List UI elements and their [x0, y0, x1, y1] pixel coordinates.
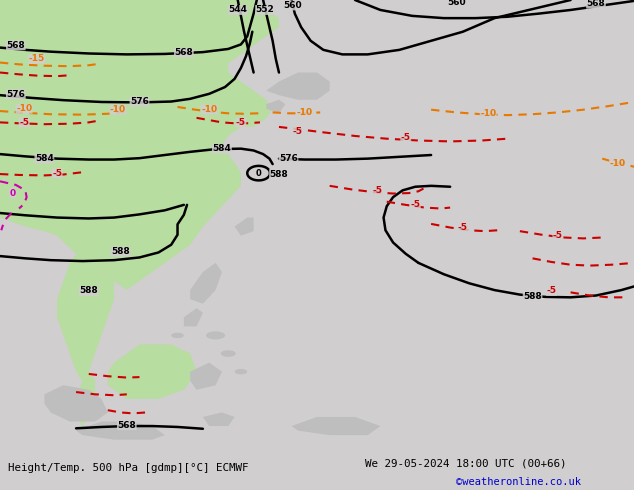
Text: 588: 588 [523, 293, 542, 301]
Polygon shape [206, 331, 225, 340]
Text: -10: -10 [480, 109, 496, 118]
Text: 576: 576 [6, 90, 25, 99]
Polygon shape [266, 73, 330, 99]
Text: Height/Temp. 500 hPa [gdmp][°C] ECMWF: Height/Temp. 500 hPa [gdmp][°C] ECMWF [8, 463, 248, 473]
Polygon shape [235, 369, 247, 374]
Text: 544: 544 [228, 5, 247, 15]
Text: 588: 588 [111, 247, 130, 256]
Text: -15: -15 [29, 54, 45, 63]
Text: -5: -5 [547, 287, 557, 295]
Text: 552: 552 [256, 5, 275, 15]
Text: -5: -5 [52, 169, 62, 178]
Text: -5: -5 [293, 127, 303, 136]
Polygon shape [203, 413, 235, 426]
Text: -10: -10 [110, 105, 126, 114]
Text: We 29-05-2024 18:00 UTC (00+66): We 29-05-2024 18:00 UTC (00+66) [365, 459, 566, 468]
Text: 576: 576 [130, 97, 149, 106]
Text: 584: 584 [212, 144, 231, 153]
Text: 568: 568 [586, 0, 605, 8]
Polygon shape [221, 350, 236, 357]
Text: 0: 0 [256, 169, 262, 178]
Text: -10: -10 [609, 159, 626, 168]
Text: 584: 584 [35, 154, 54, 163]
Text: 560: 560 [283, 1, 302, 10]
Polygon shape [171, 333, 184, 338]
Polygon shape [0, 0, 279, 290]
Text: ©weatheronline.co.uk: ©weatheronline.co.uk [456, 477, 581, 487]
Text: -5: -5 [553, 231, 563, 240]
Text: -10: -10 [296, 108, 313, 117]
Text: -5: -5 [410, 200, 420, 209]
Polygon shape [76, 421, 165, 440]
Polygon shape [184, 308, 203, 326]
Polygon shape [76, 371, 95, 426]
Text: 588: 588 [79, 287, 98, 295]
Text: 576: 576 [279, 154, 298, 163]
Text: -5: -5 [401, 133, 411, 142]
Text: -5: -5 [372, 186, 382, 195]
Text: 560: 560 [447, 0, 466, 7]
Polygon shape [292, 417, 380, 435]
Text: -10: -10 [16, 104, 32, 113]
Text: -5: -5 [458, 223, 468, 232]
Polygon shape [266, 99, 285, 113]
Text: 568: 568 [6, 41, 25, 50]
Polygon shape [57, 254, 114, 381]
Polygon shape [44, 385, 108, 421]
Text: 568: 568 [117, 420, 136, 430]
Text: -5: -5 [236, 118, 246, 127]
Text: 588: 588 [269, 170, 288, 178]
Text: 568: 568 [174, 48, 193, 57]
Polygon shape [108, 344, 197, 399]
Polygon shape [235, 218, 254, 236]
Text: 0: 0 [10, 189, 16, 197]
Polygon shape [190, 263, 222, 304]
Text: -5: -5 [19, 118, 29, 127]
Text: -10: -10 [201, 105, 217, 114]
Polygon shape [190, 363, 222, 390]
